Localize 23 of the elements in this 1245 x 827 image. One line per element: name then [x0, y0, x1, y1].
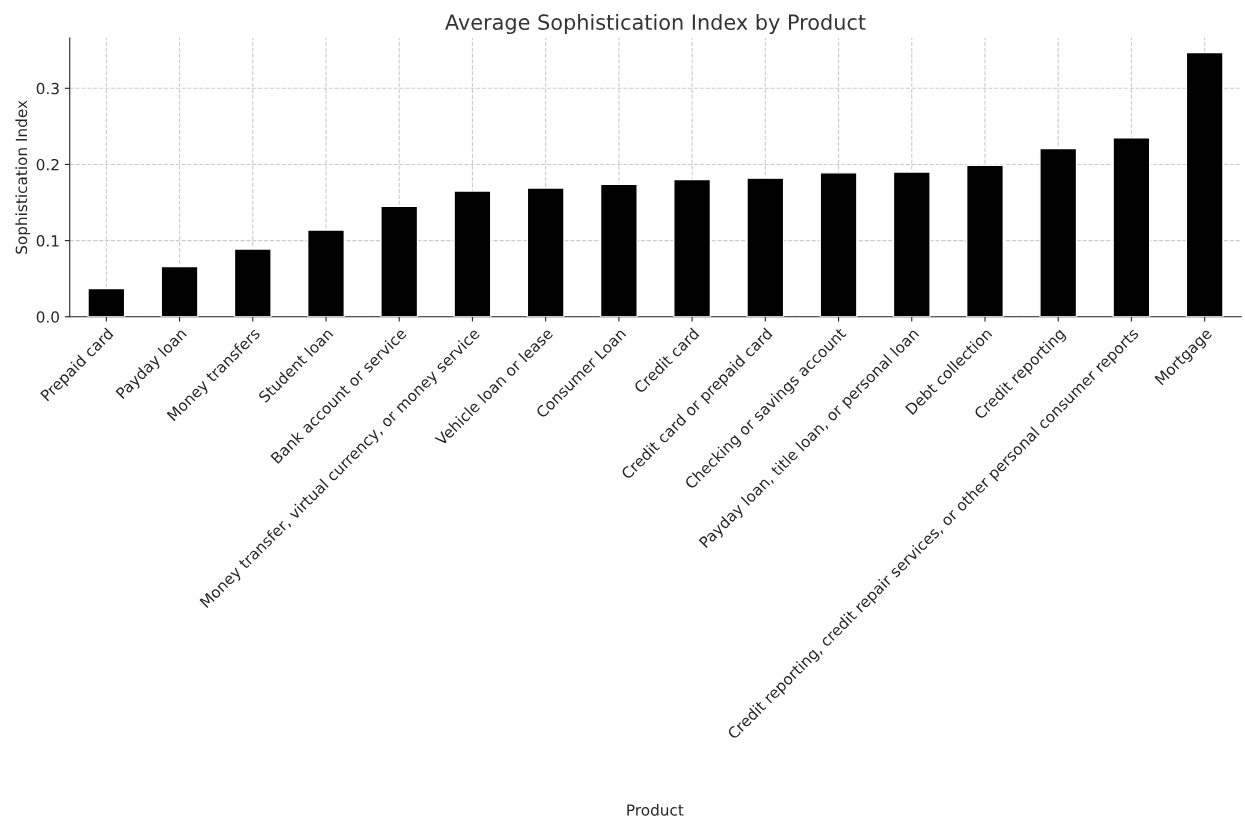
- bar: [306, 229, 345, 317]
- bar: [160, 265, 199, 317]
- bar: [599, 183, 638, 317]
- bar: [1112, 137, 1151, 317]
- x-axis-title: Product: [627, 803, 684, 816]
- y-axis-title: Sophistication Index: [15, 100, 31, 254]
- bar: [1039, 147, 1078, 317]
- bar: [526, 187, 565, 317]
- bar: [380, 205, 419, 317]
- bar: [965, 164, 1004, 317]
- chart-title: Average Sophistication Index by Product: [445, 13, 866, 35]
- y-tick-label: 0.3: [36, 82, 59, 95]
- bar: [453, 190, 492, 317]
- bar: [233, 248, 272, 317]
- y-tick-label: 0.1: [36, 235, 59, 247]
- bar: [892, 171, 931, 317]
- bar: [673, 178, 712, 317]
- bar: [819, 172, 858, 317]
- y-tick-label: 0.0: [36, 311, 59, 323]
- bar: [1185, 51, 1224, 317]
- bar: [87, 287, 126, 317]
- bar: [746, 177, 785, 317]
- y-tick-label: 0.2: [36, 158, 59, 171]
